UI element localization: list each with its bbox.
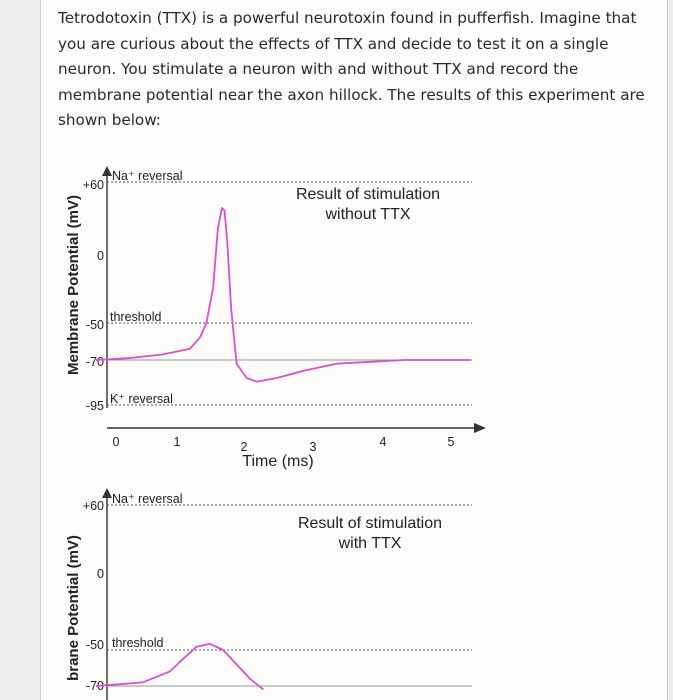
- threshold-label: threshold: [110, 310, 161, 324]
- y-axis-arrow: [102, 488, 112, 498]
- y-tick-label: +60: [83, 178, 104, 192]
- k-reversal-label: K⁺ reversal: [110, 392, 173, 406]
- na-reversal-label: Na⁺ reversal: [112, 492, 183, 506]
- y-tick-label: -50: [86, 318, 104, 332]
- trace-with-ttx: [95, 642, 264, 691]
- trace-without-ttx: [95, 207, 472, 383]
- chart-title-line-1: Result of stimulation: [296, 186, 440, 203]
- x-tick-label: 5: [448, 435, 455, 449]
- question-text: Tetrodotoxin (TTX) is a powerful neuroto…: [58, 9, 645, 129]
- chart-title-line-2: with TTX: [338, 535, 402, 552]
- y-tick-label: 0: [97, 249, 104, 263]
- chart-title-line-1: Result of stimulation: [298, 515, 442, 532]
- chart-with-ttx: brane Potential (mV) +60 0 -50 -70 Na⁺ r…: [65, 488, 472, 700]
- x-tick-label: 3: [310, 440, 317, 454]
- chart-title-line-2: without TTX: [324, 206, 410, 223]
- x-tick-label: 2: [241, 440, 248, 454]
- x-axis-label: Time (ms): [242, 453, 313, 470]
- y-axis-label: Membrane Potential (mV): [65, 195, 82, 375]
- y-tick-label: -95: [86, 399, 104, 413]
- x-tick-label: 1: [174, 435, 181, 449]
- x-tick-label: 0: [113, 435, 120, 449]
- y-tick-label: -70: [86, 355, 104, 369]
- chart-without-ttx: Membrane Potential (mV) +60 0 -50 -70 -9…: [65, 166, 486, 470]
- x-axis-arrow: [474, 423, 486, 433]
- question-card: [40, 0, 668, 700]
- y-axis-label: brane Potential (mV): [65, 535, 82, 681]
- y-tick-label: -70: [86, 679, 104, 693]
- x-tick-label: 4: [380, 435, 387, 449]
- y-tick-label: -50: [86, 638, 104, 652]
- y-tick-label: 0: [97, 567, 104, 581]
- y-tick-label: +60: [83, 499, 104, 513]
- na-reversal-label: Na⁺ reversal: [112, 169, 183, 183]
- threshold-label: threshold: [112, 636, 163, 650]
- y-axis-arrow: [102, 166, 112, 176]
